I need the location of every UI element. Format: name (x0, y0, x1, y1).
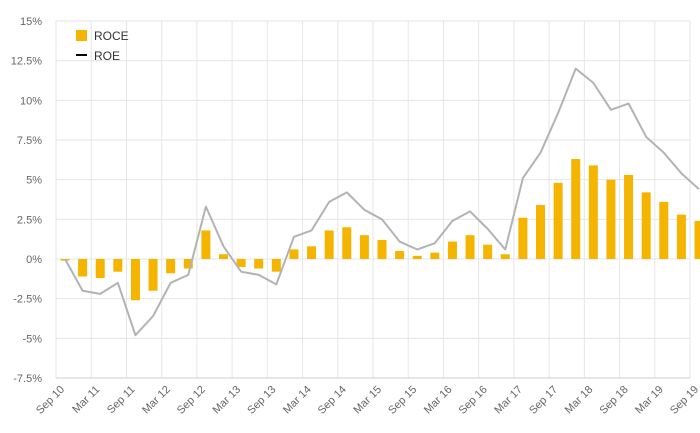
roce-bar (166, 259, 176, 274)
roe-line-layer (64, 67, 700, 337)
roce-bar (659, 201, 669, 259)
y-tick-label: 10% (20, 95, 42, 107)
roce-bar (113, 259, 123, 272)
roce-bar (130, 259, 140, 301)
roce-bar (324, 230, 334, 259)
x-tick-label: Sep 15 (386, 384, 419, 417)
roce-bar (606, 179, 616, 259)
roce-bar (219, 254, 228, 259)
x-tick-label: Mar 14 (281, 384, 314, 417)
roce-bar (553, 182, 563, 259)
x-tick-label: Sep 12 (175, 384, 208, 417)
roce-bar (236, 259, 246, 267)
roce-bar (254, 259, 264, 269)
roce-bar (483, 244, 493, 259)
y-tick-label: 15% (20, 16, 42, 28)
roce-bar (694, 220, 700, 259)
legend-roe-label: ROE (94, 49, 120, 63)
x-tick-label: Sep 11 (105, 384, 138, 417)
x-tick-label: Sep 18 (598, 384, 631, 417)
roce-bar (447, 241, 457, 259)
roce-bar (641, 192, 651, 259)
roce-bar (289, 249, 299, 259)
roce-bar (183, 259, 193, 269)
roce-bar (465, 235, 475, 259)
roce-bars (60, 159, 700, 301)
x-tick-label: Mar 13 (211, 384, 244, 417)
y-tick-label: 7.5% (17, 135, 42, 147)
roce-bar (377, 239, 387, 259)
roce-bar (518, 217, 528, 259)
x-tick-label: Sep 16 (457, 384, 490, 417)
y-tick-label: -7.5% (13, 373, 42, 385)
roce-bar (412, 255, 422, 259)
roce-bar (395, 251, 405, 259)
y-tick-label: 2.5% (17, 214, 42, 226)
roce-bar (201, 230, 211, 259)
legend-roce-label: ROCE (94, 29, 129, 43)
roce-bar (271, 259, 281, 272)
roce-bar (78, 259, 88, 277)
x-tick-label: Mar 17 (492, 384, 525, 417)
roce-bar (430, 252, 440, 259)
roce-bar (536, 205, 545, 259)
y-tick-label: 0% (26, 254, 42, 266)
legend: ROCE ROE (76, 29, 129, 63)
x-tick-label: Sep 19 (668, 384, 700, 417)
roce-bar (624, 174, 634, 259)
x-tick-label: Mar 16 (422, 384, 455, 417)
grid-lines (55, 20, 691, 379)
roce-bar (500, 254, 510, 259)
x-tick-label: Sep 10 (34, 384, 67, 417)
roce-bar (588, 165, 598, 259)
y-tick-label: -2.5% (13, 294, 42, 306)
roce-bar (571, 159, 581, 259)
roce-bar (342, 227, 352, 259)
x-tick-label: Mar 18 (563, 384, 596, 417)
y-tick-label: 12.5% (11, 56, 42, 68)
roce-bar (676, 214, 686, 259)
x-tick-label: Mar 11 (70, 384, 102, 416)
x-tick-label: Sep 13 (245, 384, 278, 417)
y-tick-label: 5% (26, 175, 42, 187)
roce-bar (148, 259, 158, 291)
roce-bar (359, 235, 369, 259)
y-tick-label: -5% (22, 333, 42, 345)
roce-bar (95, 259, 105, 279)
x-tick-label: Sep 17 (527, 384, 560, 417)
x-tick-label: Mar 12 (140, 384, 173, 417)
x-tick-label: Mar 15 (351, 384, 384, 417)
x-tick-label: Mar 19 (633, 384, 666, 417)
roe-line (64, 67, 700, 337)
legend-roce-swatch (76, 30, 87, 41)
x-tick-label: Sep 14 (316, 384, 349, 417)
roce-bar (307, 246, 317, 259)
